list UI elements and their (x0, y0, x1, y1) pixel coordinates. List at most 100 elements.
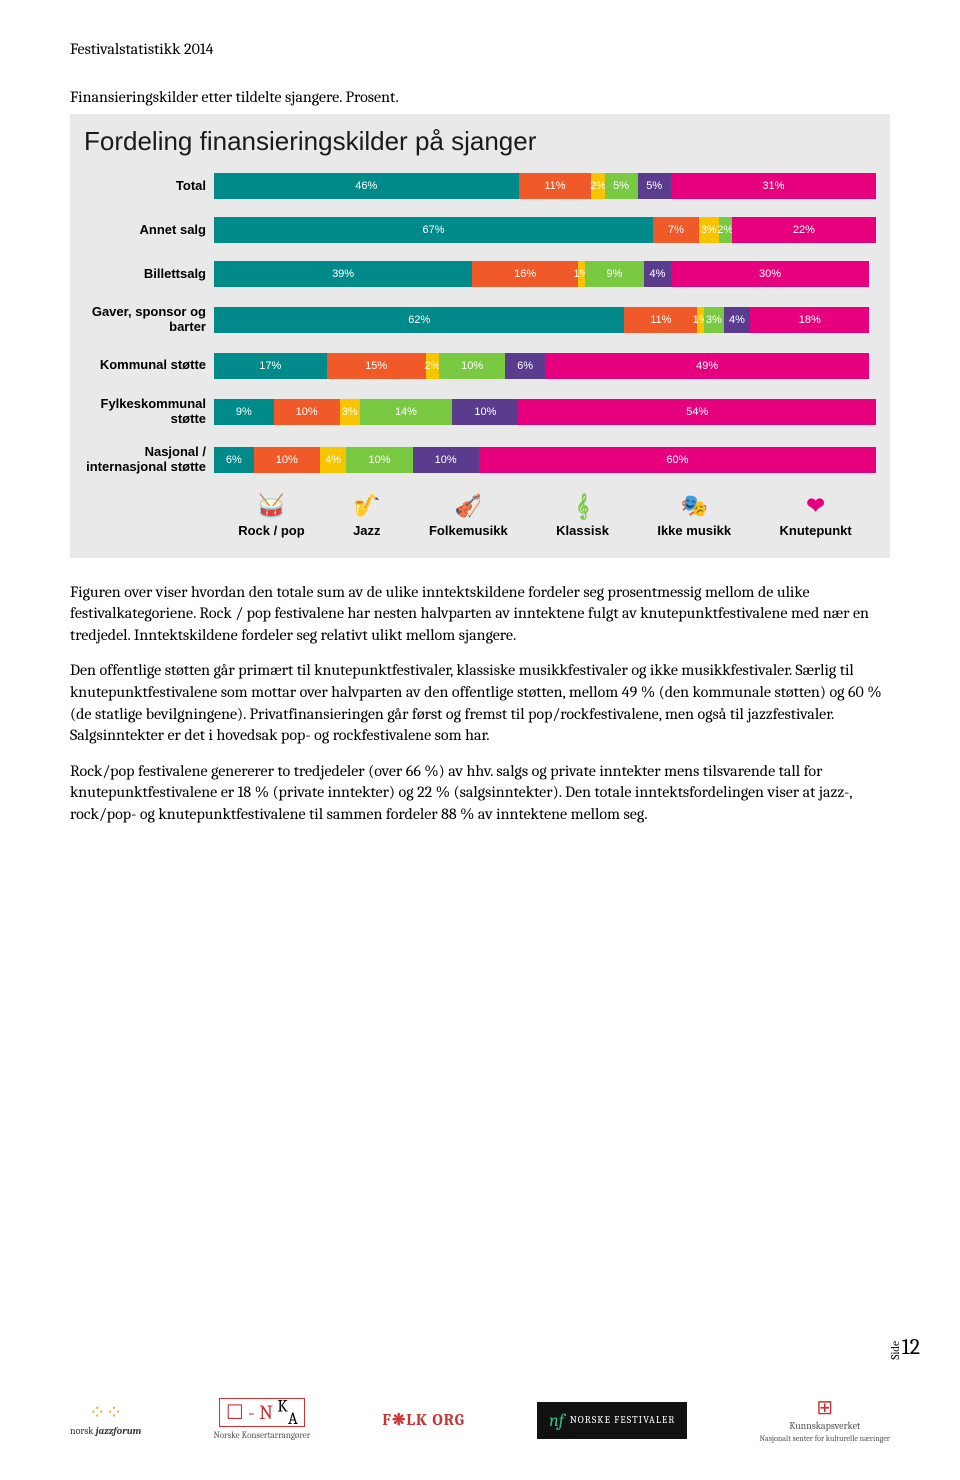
logo-norske-festivaler: nf NORSKE FESTIVALER (537, 1402, 687, 1439)
bar-segment: 4% (320, 447, 346, 473)
bar-segment: 3% (699, 217, 719, 243)
bar-segment: 54% (518, 399, 875, 425)
legend-item: 🎻 Folkemusikk (429, 493, 508, 538)
bar-segment: 3% (340, 399, 360, 425)
legend-label: Knutepunkt (779, 523, 851, 538)
logo-mark-icon: ☐ - N KA (219, 1399, 305, 1428)
chart-row: Total46%11%2%5%5%31% (84, 173, 876, 199)
chart-row: Fylkeskommunal støtte9%10%3%14%10%54% (84, 397, 876, 427)
bar-segment: 1% (697, 307, 704, 333)
bar-segment: 2% (719, 217, 732, 243)
stacked-bar: 6%10%4%10%10%60% (214, 447, 876, 473)
bar-segment: 10% (452, 399, 518, 425)
stacked-bar: 62%11%1%3%4%18% (214, 307, 876, 333)
bar-segment: 9% (585, 261, 645, 287)
chart-row: Gaver, sponsor og barter62%11%1%3%4%18% (84, 305, 876, 335)
logo-jazzforum: ⁘⁘ norsk jazzforum (70, 1403, 141, 1437)
chart-row: Kommunal støtte17%15%2%10%6%49% (84, 353, 876, 379)
row-label: Total (84, 179, 214, 194)
legend-icon: 🎭 (657, 493, 731, 519)
row-label: Gaver, sponsor og barter (84, 305, 214, 335)
bar-segment: 31% (671, 173, 876, 199)
chart-title: Fordeling finansieringskilder på sjanger (84, 126, 876, 157)
bar-segment: 11% (624, 307, 697, 333)
chart-legend: 🥁 Rock / pop 🎷 Jazz 🎻 Folkemusikk 𝄞 Klassisk 🎭 Ik… (84, 493, 876, 538)
row-label: Nasjonal / internasjonal støtte (84, 445, 214, 475)
page-side-label: Side (889, 1341, 902, 1360)
bar-segment: 5% (638, 173, 671, 199)
logo-subtext: Nasjonalt senter for kulturelle næringer (760, 1434, 890, 1443)
bar-segment: 30% (671, 261, 870, 287)
legend-icon: 🎻 (429, 493, 508, 519)
bar-segment: 60% (479, 447, 876, 473)
logo-text: - N (248, 1401, 273, 1424)
logo-text: norsk (70, 1425, 94, 1437)
bar-segment: 5% (605, 173, 638, 199)
row-label: Annet salg (84, 223, 214, 238)
bar-segment: 4% (644, 261, 670, 287)
stacked-bar: 46%11%2%5%5%31% (214, 173, 876, 199)
bar-segment: 15% (327, 353, 426, 379)
legend-label: Klassisk (556, 523, 609, 538)
bar-segment: 14% (360, 399, 453, 425)
chart-rows: Total46%11%2%5%5%31%Annet salg67%7%3%2%2… (84, 173, 876, 475)
bar-segment: 67% (214, 217, 653, 243)
legend-icon: 🥁 (238, 493, 304, 519)
legend-icon: 𝄞 (556, 493, 609, 519)
bar-segment: 10% (254, 447, 320, 473)
logo-text: NORSKE FESTIVALER (570, 1414, 676, 1426)
chart-container: Fordeling finansieringskilder på sjanger… (70, 114, 890, 558)
figure-caption: Finansieringskilder etter tildelte sjang… (70, 88, 890, 106)
bar-segment: 6% (505, 353, 545, 379)
bar-segment: 10% (274, 399, 340, 425)
legend-item: 🥁 Rock / pop (238, 493, 304, 538)
legend-item: 🎭 Ikke musikk (657, 493, 731, 538)
chart-row: Annet salg67%7%3%2%22% (84, 217, 876, 243)
bar-segment: 4% (724, 307, 750, 333)
bar-segment: 18% (750, 307, 869, 333)
bar-segment: 3% (704, 307, 724, 333)
bar-segment: 16% (472, 261, 578, 287)
logo-text: F❋LK ORG (382, 1412, 465, 1428)
bar-segment: 11% (519, 173, 592, 199)
leaf-icon: nf (549, 1410, 564, 1431)
logo-text: Kunnskapsverket (789, 1420, 860, 1432)
legend-label: Jazz (353, 523, 380, 538)
logo-dots-icon: ⁘⁘ (89, 1403, 123, 1423)
bar-segment: 10% (439, 353, 505, 379)
stacked-bar: 9%10%3%14%10%54% (214, 399, 876, 425)
chart-row: Billettsalg39%16%1%9%4%30% (84, 261, 876, 287)
row-label: Fylkeskommunal støtte (84, 397, 214, 427)
bar-segment: 46% (214, 173, 519, 199)
bar-segment: 1% (578, 261, 585, 287)
bar-segment: 49% (545, 353, 869, 379)
legend-label: Folkemusikk (429, 523, 508, 538)
stacked-bar: 39%16%1%9%4%30% (214, 261, 876, 287)
legend-label: Rock / pop (238, 523, 304, 538)
footer-logos: ⁘⁘ norsk jazzforum ☐ - N KA Norske Konse… (70, 1390, 890, 1450)
logo-nka: ☐ - N KA Norske Konsertarrangører (213, 1399, 310, 1440)
bar-segment: 10% (346, 447, 412, 473)
logo-text: Norske Konsertarrangører (213, 1431, 310, 1441)
legend-item: ❤ Knutepunkt (779, 493, 851, 538)
bar-segment: 62% (214, 307, 624, 333)
page-number: Side12 (889, 1334, 920, 1360)
legend-item: 🎷 Jazz (353, 493, 380, 538)
logo-kunnskapsverket: ⊞ Kunnskapsverket Nasjonalt senter for k… (760, 1398, 890, 1443)
bar-segment: 17% (214, 353, 327, 379)
bar-segment: 10% (413, 447, 479, 473)
logo-folkorg: F❋LK ORG (382, 1412, 465, 1428)
paragraph: Rock/pop festivalene genererer to tredje… (70, 761, 890, 826)
paragraph: Den offentlige støtten går primært til k… (70, 660, 890, 746)
legend-label: Ikke musikk (657, 523, 731, 538)
legend-icon: ❤ (779, 493, 851, 519)
row-label: Kommunal støtte (84, 358, 214, 373)
bar-segment: 7% (653, 217, 699, 243)
bar-segment: 39% (214, 261, 472, 287)
legend-icon: 🎷 (353, 493, 380, 519)
paragraph: Figuren over viser hvordan den totale su… (70, 582, 890, 647)
logo-text: jazzforum (96, 1425, 142, 1437)
bar-segment: 2% (426, 353, 439, 379)
stacked-bar: 67%7%3%2%22% (214, 217, 876, 243)
page-header: Festivalstatistikk 2014 (70, 40, 890, 58)
